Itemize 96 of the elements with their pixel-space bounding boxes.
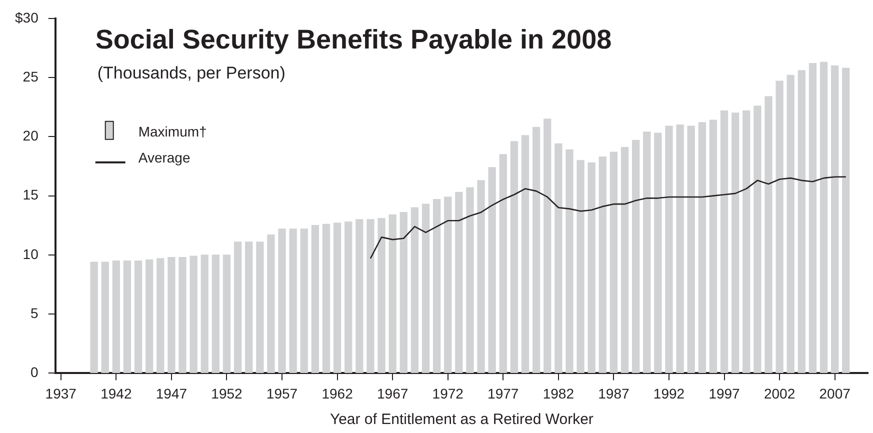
x-tick-label: 1997 (708, 385, 740, 402)
bar (234, 242, 242, 374)
bar (720, 110, 728, 374)
bar (400, 212, 408, 374)
bar (123, 260, 132, 374)
bar (212, 254, 220, 374)
bar (311, 225, 320, 374)
bar (256, 242, 264, 374)
bar (146, 259, 154, 374)
bar (278, 228, 286, 374)
bar (598, 156, 606, 374)
bar (588, 162, 596, 374)
y-tick-label: $30 (15, 9, 39, 26)
x-axis-title: Year of Entitlement as a Retired Worker (330, 411, 594, 428)
bar (200, 254, 208, 374)
bar (168, 256, 176, 374)
y-tick-label: 5 (30, 304, 39, 321)
x-tick-label: 1952 (211, 385, 243, 402)
bar (245, 242, 253, 374)
y-tick-label: 20 (22, 128, 39, 144)
bar (831, 65, 839, 374)
bar (488, 167, 496, 374)
bar (676, 124, 684, 374)
y-tick-label: 15 (22, 186, 39, 203)
x-tick-label: 1947 (156, 385, 188, 402)
bar (643, 132, 651, 374)
bar (267, 234, 275, 374)
bar (388, 214, 396, 374)
bar (444, 196, 452, 374)
bar (687, 126, 695, 374)
bar (134, 260, 142, 374)
bar (156, 258, 164, 374)
bar (632, 140, 640, 374)
bar (820, 62, 828, 374)
bar (222, 254, 231, 374)
bar (554, 143, 562, 374)
legend-label: Maximum† (138, 123, 207, 140)
bar (754, 106, 762, 374)
y-tick-label: 0 (30, 364, 39, 380)
bar (776, 80, 784, 374)
legend-label: Average (138, 149, 190, 166)
x-tick-label: 1972 (432, 385, 464, 402)
x-tick-label: 1962 (322, 385, 354, 402)
bar (532, 126, 540, 374)
x-tick-label: 1967 (377, 385, 408, 402)
bar (432, 199, 441, 374)
bar (620, 146, 629, 374)
bar (808, 63, 817, 374)
bar (477, 180, 485, 374)
bar (566, 149, 574, 374)
y-tick-label: 10 (22, 246, 39, 262)
x-tick-label: 2002 (764, 385, 796, 402)
bar (333, 222, 342, 374)
bar (112, 260, 120, 374)
bar (798, 70, 806, 374)
bar (101, 262, 109, 374)
bar (499, 154, 507, 374)
bar (366, 219, 374, 374)
bar (764, 96, 772, 374)
bar (510, 141, 518, 374)
bar (842, 68, 850, 374)
x-tick-label: 2007 (819, 385, 851, 402)
bar (610, 152, 618, 374)
bar (466, 187, 474, 374)
bar (665, 126, 673, 374)
bar (90, 262, 98, 374)
chart-title: Social Security Benefits Payable in 2008 (95, 24, 612, 54)
x-tick-label: 1977 (488, 385, 519, 402)
bar (378, 218, 386, 374)
x-tick-label: 1937 (45, 385, 77, 402)
bar (289, 228, 297, 374)
bar (455, 192, 463, 374)
bar (300, 228, 308, 374)
bar (344, 221, 352, 374)
bar (410, 207, 419, 374)
x-tick-label: 1957 (266, 385, 298, 402)
x-tick-label: 1982 (542, 385, 574, 402)
bar (576, 160, 584, 374)
bar (521, 135, 530, 374)
x-tick-label: 1987 (598, 385, 630, 402)
bar (422, 204, 430, 374)
x-tick-label: 1942 (100, 385, 132, 402)
y-tick-label: 25 (22, 68, 39, 84)
text: (Thousands, per Person) (97, 63, 286, 82)
bar (731, 112, 740, 374)
bar (178, 256, 186, 374)
bar (190, 256, 198, 374)
bar (709, 120, 718, 374)
bar (544, 118, 552, 374)
bar (356, 219, 364, 374)
bar (322, 224, 330, 374)
x-tick-label: 1992 (653, 385, 685, 402)
bar (654, 132, 662, 374)
bar (698, 122, 706, 374)
bar (742, 110, 750, 374)
bar (786, 74, 794, 374)
